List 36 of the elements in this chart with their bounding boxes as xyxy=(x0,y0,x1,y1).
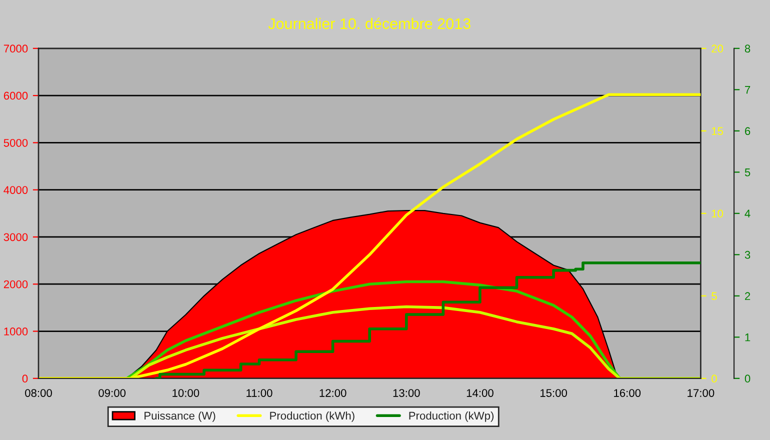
y-tick-label: 2000 xyxy=(4,280,28,288)
y3-tick-label: 8 xyxy=(744,44,750,53)
chart-title: Journalier 10. décembre 2013 xyxy=(268,18,470,30)
x-tick-label: 12:00 xyxy=(320,389,346,397)
x-tick-label: 09:00 xyxy=(98,389,126,397)
legend-label: Puissance (W) xyxy=(144,412,216,422)
y3-tick-label: 4 xyxy=(744,210,750,218)
x-tick-label: 14:00 xyxy=(466,389,494,397)
x-tick-label: 10:00 xyxy=(172,389,200,397)
y2-tick-label: 10 xyxy=(712,210,724,218)
y-tick-label: 7000 xyxy=(4,44,28,53)
y-tick-label: 0 xyxy=(22,374,28,383)
y3-tick-label: 7 xyxy=(745,86,750,94)
legend-label: Production (kWh) xyxy=(270,412,354,422)
x-tick-label: 17:00 xyxy=(688,389,714,397)
x-tick-label: 15:00 xyxy=(540,389,568,397)
y-tick-label: 5000 xyxy=(4,138,28,147)
y2-tick-label: 20 xyxy=(712,44,724,53)
y3-tick-label: 0 xyxy=(744,374,750,383)
x-tick-label: 16:00 xyxy=(614,389,641,397)
y3-tick-label: 6 xyxy=(745,127,750,136)
y3-tick-label: 5 xyxy=(744,168,750,176)
y-tick-label: 6000 xyxy=(4,92,28,100)
y3-tick-label: 2 xyxy=(745,292,750,300)
y3-tick-label: 3 xyxy=(744,250,750,259)
y-tick-label: 4000 xyxy=(4,186,28,194)
x-tick-label: 11:00 xyxy=(246,389,272,397)
y-tick-label: 3000 xyxy=(4,233,28,242)
y-tick-label: 1000 xyxy=(4,328,28,336)
legend-label: Production (kWp) xyxy=(409,412,494,422)
y3-tick-label: 1 xyxy=(745,334,750,342)
y2-tick-label: 0 xyxy=(712,374,717,383)
y2-tick-label: 5 xyxy=(712,292,717,300)
x-tick-label: 08:00 xyxy=(25,389,52,397)
y2-tick-label: 15 xyxy=(712,127,724,136)
x-tick-label: 13:00 xyxy=(393,389,420,397)
